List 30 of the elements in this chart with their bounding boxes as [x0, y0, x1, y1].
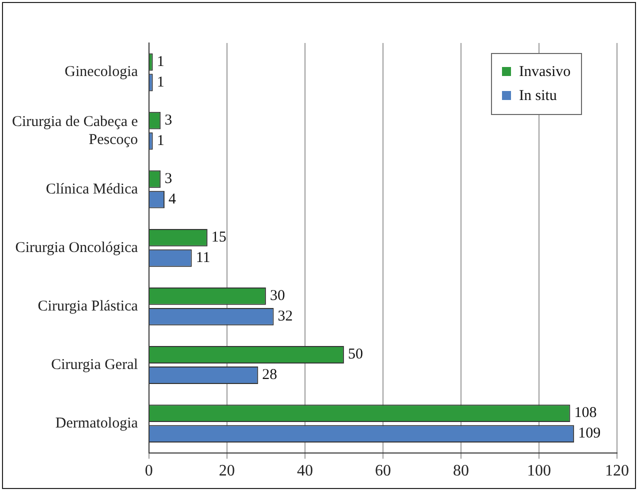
data-label: 3 — [164, 112, 172, 129]
x-tick-label: 100 — [526, 462, 551, 480]
legend-label: Invasivo — [518, 63, 571, 82]
y-tick-label: Cirurgia Plástica — [38, 298, 138, 314]
data-label: 30 — [270, 288, 285, 304]
x-tick-label: 40 — [296, 462, 313, 480]
data-label: 11 — [196, 250, 210, 266]
data-label: 4 — [168, 192, 177, 208]
x-tick-label: 20 — [218, 462, 235, 480]
x-tick-label: 80 — [452, 462, 469, 480]
x-tick-label: 120 — [605, 462, 629, 480]
data-label: 108 — [574, 405, 597, 422]
data-label: 1 — [156, 74, 164, 90]
data-label: 15 — [211, 230, 226, 246]
data-label: 32 — [278, 308, 293, 325]
legend-label: In situ — [518, 87, 558, 106]
y-tick-label: Cirurgia Geral — [51, 356, 138, 373]
data-label: 1 — [156, 132, 164, 149]
y-tick-label: Ginecologia — [64, 64, 138, 80]
y-tick-label: Clínica Médica — [46, 181, 138, 198]
data-label: 109 — [578, 426, 601, 442]
x-tick-label: 60 — [374, 462, 391, 480]
y-tick-label: Dermatologia — [55, 415, 138, 432]
data-label: 50 — [348, 346, 363, 363]
data-label: 3 — [164, 171, 172, 188]
data-label: 28 — [262, 367, 278, 384]
y-tick-label: Cirurgia de Cabeça e Pescoço — [12, 114, 138, 148]
x-tick-label: 0 — [144, 462, 153, 480]
y-tick-label: Cirurgia Oncológica — [15, 240, 138, 256]
data-label: 1 — [156, 54, 164, 70]
